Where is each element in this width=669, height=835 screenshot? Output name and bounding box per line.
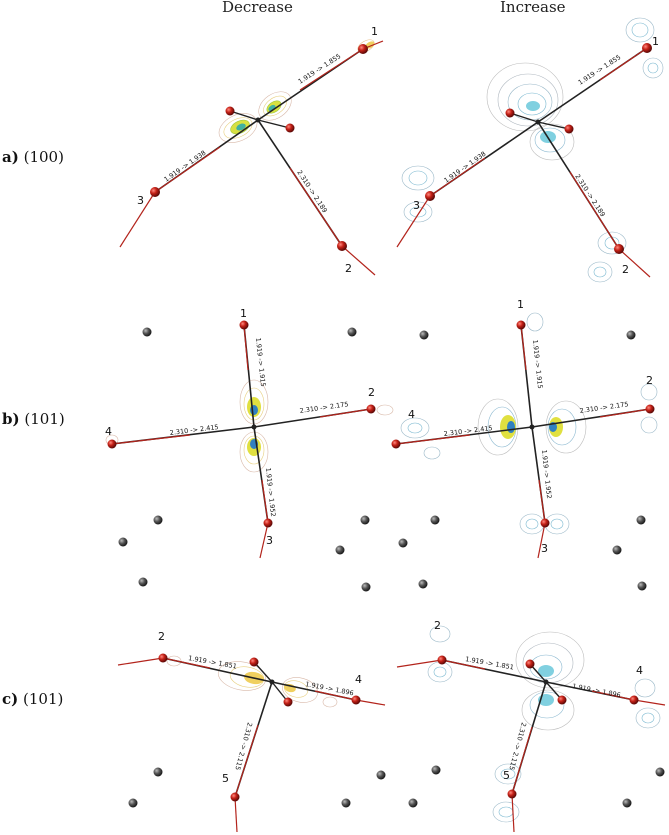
site-number: 2 bbox=[434, 619, 441, 632]
panel-c-increase: 2 4 5 1.919 -> 1.851 1.919 -> 1.896 2.31… bbox=[396, 619, 666, 833]
bond-label: 1.919 -> 1.855 bbox=[297, 52, 343, 85]
site-number: 2 bbox=[622, 263, 629, 276]
row-label-a: a) (100) bbox=[2, 148, 64, 166]
site-number: 4 bbox=[355, 673, 362, 686]
bond-label: 2.310 -> 2.189 bbox=[573, 173, 606, 219]
bond-label: 1.919 -> 1.896 bbox=[572, 682, 622, 699]
panel-b-increase: 1 2 4 3 1.919 -> 1.915 2.310 -> 2.175 2.… bbox=[391, 298, 658, 591]
bond-label: 2.310 -> 2.415 bbox=[443, 424, 493, 438]
row-letter: b) bbox=[2, 410, 20, 428]
bond-label: 1.919 -> 1.938 bbox=[163, 149, 208, 184]
panel-b-decrease: 1 2 4 3 1.919 -> 1.915 2.310 -> 2.175 2.… bbox=[105, 307, 394, 592]
contour-lobes bbox=[105, 379, 394, 473]
bond-label: 1.919 -> 1.915 bbox=[531, 339, 544, 389]
bond-label: 1.919 -> 1.938 bbox=[443, 150, 488, 185]
site-number: 1 bbox=[240, 307, 247, 320]
contour-lobes bbox=[400, 312, 658, 535]
row-label-b: b) (101) bbox=[2, 410, 65, 428]
row-letter: a) bbox=[2, 148, 19, 166]
bond-label: 1.919 -> 1.851 bbox=[188, 654, 238, 670]
site-number: 1 bbox=[517, 298, 524, 311]
contour-lobes bbox=[218, 39, 375, 143]
bond-label: 1.919 -> 1.851 bbox=[465, 655, 515, 671]
site-number: 2 bbox=[646, 374, 653, 387]
row-letter: c) bbox=[2, 690, 19, 708]
column-title-increase: Increase bbox=[500, 0, 566, 16]
site-number: 4 bbox=[408, 408, 415, 421]
site-number: 2 bbox=[158, 630, 165, 643]
row-plane: (101) bbox=[24, 410, 65, 428]
site-number: 1 bbox=[652, 35, 659, 48]
bond-label: 2.310 -> 2.115 bbox=[507, 721, 527, 771]
site-number: 2 bbox=[345, 262, 352, 275]
contour-lobes bbox=[401, 17, 664, 283]
bond-label: 1.919 -> 1.952 bbox=[540, 449, 553, 499]
row-plane: (101) bbox=[23, 690, 64, 708]
background-atoms bbox=[128, 767, 386, 808]
site-number: 2 bbox=[368, 386, 375, 399]
site-number: 1 bbox=[371, 25, 378, 38]
column-title-decrease: Decrease bbox=[222, 0, 293, 16]
contour-lobes bbox=[427, 625, 661, 823]
site-number: 3 bbox=[541, 542, 548, 555]
site-number: 5 bbox=[503, 769, 510, 782]
row-label-c: c) (101) bbox=[2, 690, 63, 708]
site-number: 5 bbox=[222, 772, 229, 785]
contour-lobes bbox=[166, 655, 338, 708]
background-atoms bbox=[408, 765, 665, 808]
row-plane: (100) bbox=[23, 148, 64, 166]
site-number: 3 bbox=[266, 534, 273, 547]
background-atoms bbox=[118, 327, 371, 592]
panel-a-decrease: 1 3 2 1.919 -> 1.855 1.919 -> 1.938 2.31… bbox=[119, 25, 384, 276]
panel-c-decrease: 2 4 5 1.919 -> 1.851 1.919 -> 1.896 2.31… bbox=[117, 630, 386, 833]
site-number: 4 bbox=[105, 425, 112, 438]
bond-label: 1.919 -> 1.915 bbox=[254, 337, 267, 387]
site-number: 4 bbox=[636, 664, 643, 677]
background-atoms bbox=[398, 330, 647, 591]
panel-a-increase: 1 3 2 1.919 -> 1.855 1.919 -> 1.938 2.31… bbox=[396, 17, 664, 283]
bond-label: 2.310 -> 2.189 bbox=[295, 169, 328, 215]
site-number: 3 bbox=[413, 199, 420, 212]
site-number: 3 bbox=[137, 194, 144, 207]
